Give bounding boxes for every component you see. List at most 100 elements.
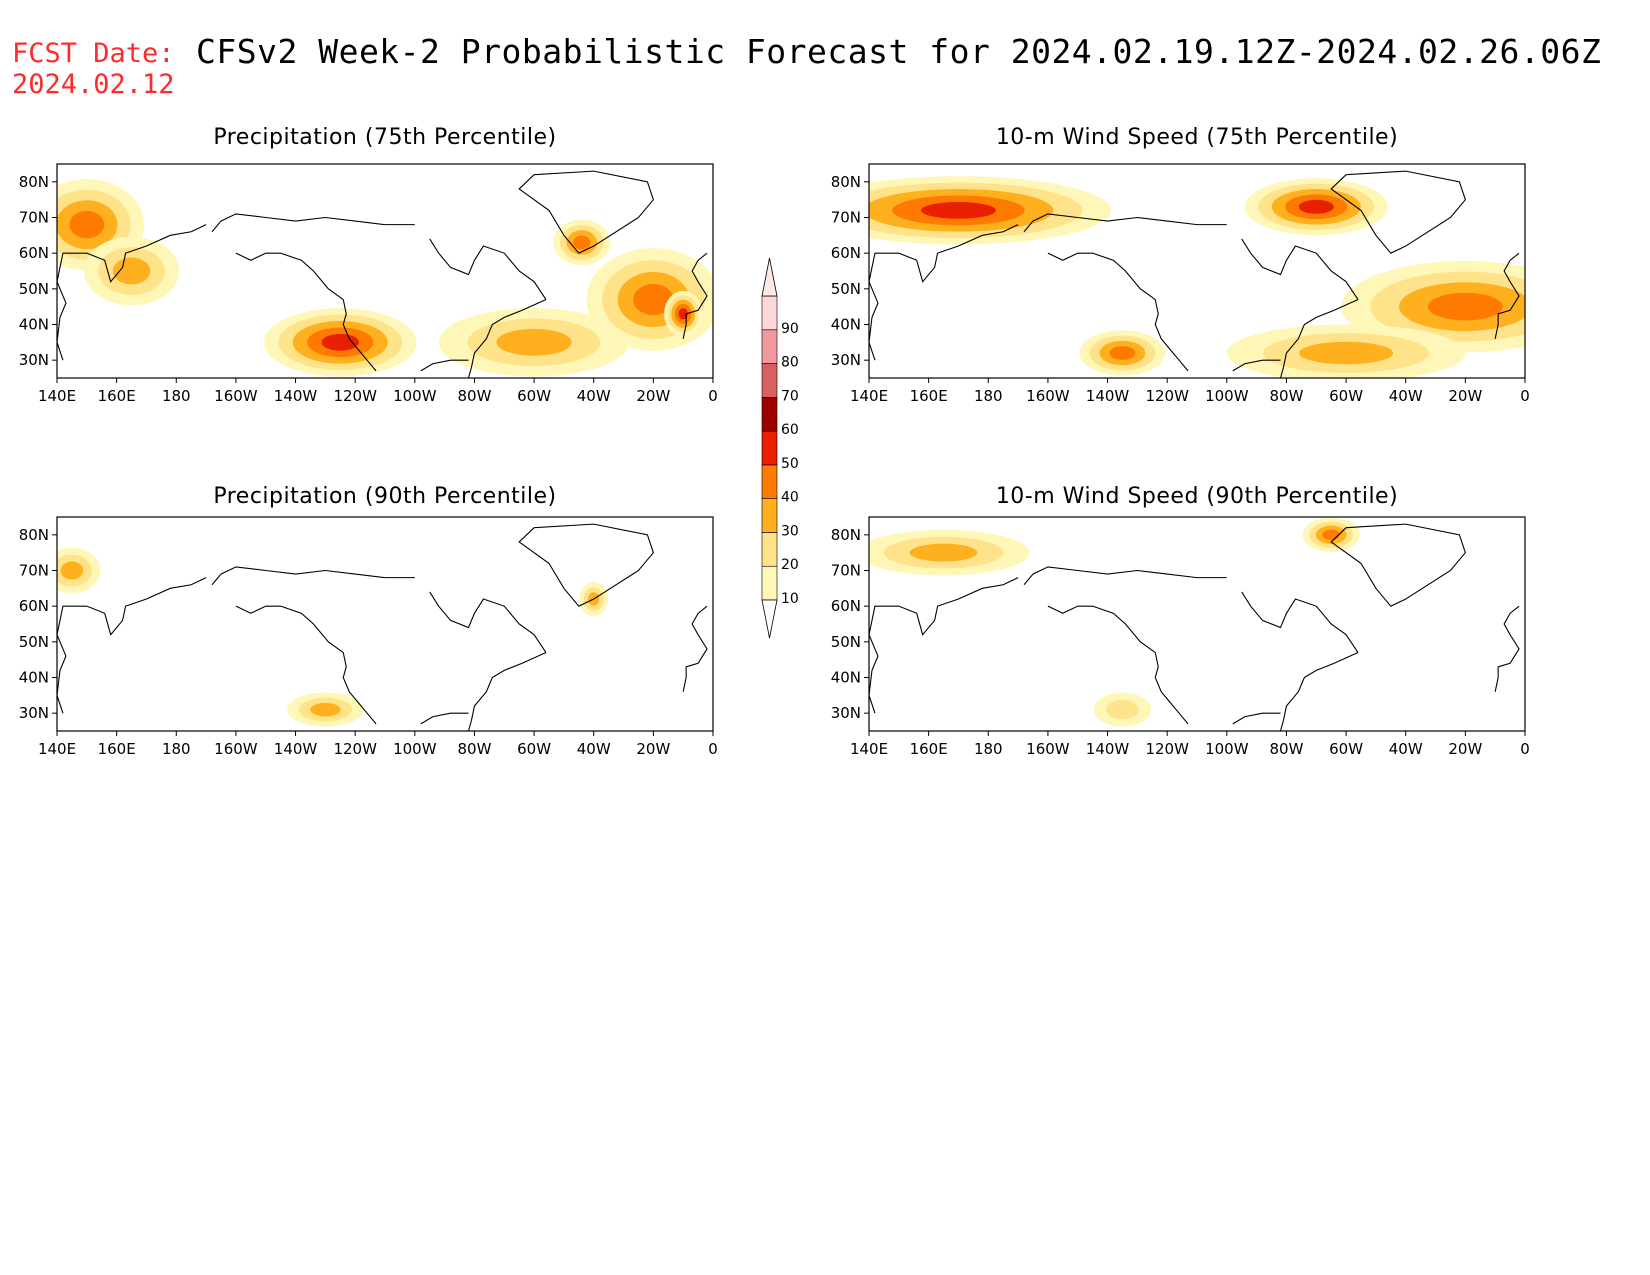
colorbar-swatch — [761, 464, 778, 499]
lat-label: 50N — [831, 280, 861, 298]
lat-label: 50N — [19, 633, 49, 651]
probability-contour — [1298, 199, 1334, 214]
lon-label: 120W — [333, 740, 377, 758]
colorbar-min-arrow — [761, 599, 778, 639]
lon-label: 160E — [98, 387, 136, 405]
coastline — [429, 238, 547, 300]
coastline — [1023, 566, 1227, 586]
lat-label: 50N — [19, 280, 49, 298]
lon-label: 20W — [636, 387, 670, 405]
map-panel-precip75: 80N 70N 60N 50N 40N 30N 140E 160E 180 160W 140W 120… — [19, 163, 718, 405]
coastline — [1023, 213, 1227, 233]
coastline — [467, 299, 547, 378]
map-field — [869, 164, 1525, 378]
lon-label: 60W — [517, 387, 551, 405]
coastline — [1241, 591, 1359, 653]
probability-contour — [633, 284, 674, 316]
probability-contour — [1299, 341, 1394, 365]
map-frame — [868, 516, 1526, 732]
map-field — [57, 517, 713, 731]
lon-label: 40W — [577, 740, 611, 758]
lat-label: 30N — [19, 704, 49, 722]
coastline — [869, 577, 1019, 714]
colorbar-swatch — [761, 565, 778, 601]
coastline — [235, 252, 377, 372]
coastline — [420, 712, 469, 725]
lon-label: 20W — [1448, 387, 1482, 405]
lon-label: 140W — [1086, 740, 1130, 758]
lat-label: 40N — [19, 669, 49, 687]
lat-label: 60N — [831, 597, 861, 615]
lat-label: 40N — [19, 316, 49, 334]
coastline — [1330, 523, 1466, 607]
colorbar-label: 90 — [781, 321, 799, 337]
forecast-date-label: FCST Date: — [12, 38, 175, 69]
colorbar-label: 20 — [781, 557, 799, 573]
map-frame — [56, 516, 714, 732]
colorbar-label: 70 — [781, 388, 799, 404]
lon-label: 60W — [517, 740, 551, 758]
lon-label: 180 — [974, 740, 1003, 758]
probability-contour — [321, 333, 359, 351]
colorbar-label: 60 — [781, 422, 799, 438]
panel-title-wind75: 10-m Wind Speed (75th Percentile) — [995, 125, 1399, 150]
probability-contour — [69, 210, 105, 239]
lon-label: 80W — [457, 740, 491, 758]
lat-label: 70N — [831, 209, 861, 227]
panel-title-wind90: 10-m Wind Speed (90th Percentile) — [995, 484, 1399, 509]
lat-label: 70N — [19, 209, 49, 227]
coastline — [1279, 299, 1359, 378]
colorbar-swatch — [761, 329, 778, 364]
lon-label: 80W — [1269, 740, 1303, 758]
lon-label: 120W — [333, 387, 377, 405]
map-field — [57, 164, 713, 378]
map-panel-precip90: 80N 70N 60N 50N 40N 30N 140E 160E 180 160W 140W 120… — [19, 516, 718, 758]
colorbar-label: 80 — [781, 355, 799, 371]
lon-label: 40W — [577, 387, 611, 405]
lon-label: 180 — [162, 387, 191, 405]
lon-label: 60W — [1329, 740, 1363, 758]
lon-label: 180 — [974, 387, 1003, 405]
colorbar-label: 40 — [781, 490, 799, 506]
lat-label: 80N — [19, 526, 49, 544]
coastline — [235, 605, 377, 725]
forecast-date-value: 2024.02.12 — [12, 69, 175, 100]
lon-label: 160W — [1026, 740, 1070, 758]
lon-label: 120W — [1145, 387, 1189, 405]
probability-contour — [112, 257, 151, 285]
lat-label: 50N — [831, 633, 861, 651]
coastline — [420, 359, 469, 372]
lon-label: 140E — [850, 387, 888, 405]
colorbar-swatch — [761, 430, 778, 466]
probability-contour — [909, 543, 978, 562]
colorbar-label: 50 — [781, 456, 799, 472]
lon-label: 160W — [214, 387, 258, 405]
coastline — [467, 652, 547, 731]
panel-title-precip90: Precipitation (90th Percentile) — [213, 484, 557, 509]
lat-label: 30N — [831, 351, 861, 369]
coastline — [1232, 359, 1281, 372]
probability-contour — [1109, 346, 1136, 360]
lat-label: 80N — [19, 173, 49, 191]
colorbar-swatch — [761, 295, 778, 331]
lon-label: 180 — [162, 740, 191, 758]
lon-label: 160W — [214, 740, 258, 758]
probability-contour — [1427, 292, 1503, 321]
lon-label: 80W — [457, 387, 491, 405]
lon-label: 100W — [1205, 387, 1249, 405]
lon-label: 140W — [1086, 387, 1130, 405]
colorbar-label: 30 — [781, 523, 799, 539]
lon-label: 20W — [636, 740, 670, 758]
coastline — [682, 252, 708, 339]
probability-contour — [678, 308, 688, 320]
probability-contour — [921, 201, 996, 219]
lon-label: 80W — [1269, 387, 1303, 405]
colorbar-swatch — [761, 397, 778, 432]
lat-label: 60N — [19, 244, 49, 262]
lon-label: 60W — [1329, 387, 1363, 405]
lat-label: 70N — [19, 562, 49, 580]
map-panel-wind90: 80N 70N 60N 50N 40N 30N 140E 160E 180 160W 140W 120… — [831, 516, 1530, 758]
lon-label: 100W — [1205, 740, 1249, 758]
lon-label: 140W — [274, 740, 318, 758]
